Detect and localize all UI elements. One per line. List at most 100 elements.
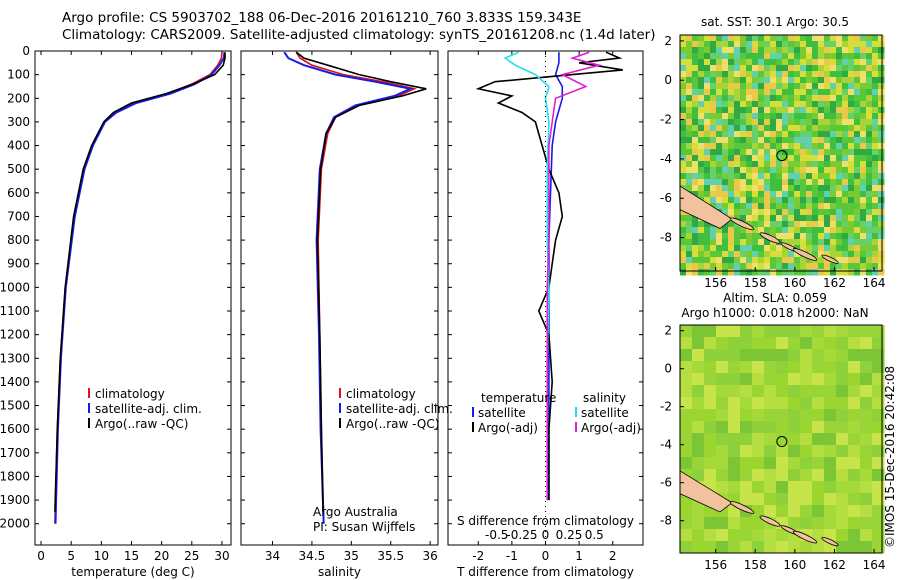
map-cell <box>878 95 885 102</box>
map-cell <box>848 155 855 162</box>
map-cell <box>698 41 705 48</box>
map-cell <box>770 53 777 60</box>
map-cell <box>752 209 759 216</box>
map-cell <box>830 209 837 216</box>
map-cell <box>872 167 879 174</box>
map-cell <box>680 143 687 150</box>
map-cell <box>740 349 753 362</box>
map-cell <box>794 35 801 42</box>
map-cell <box>710 65 717 72</box>
map-cell <box>800 113 807 120</box>
map-cell <box>728 337 741 350</box>
map-cell <box>782 47 789 54</box>
map-cell <box>794 197 801 204</box>
map-cell <box>680 83 687 90</box>
map-cell <box>740 251 747 258</box>
map-cell <box>704 167 711 174</box>
map-cell <box>872 529 885 542</box>
map-cell <box>770 113 777 120</box>
map-cell <box>740 409 753 422</box>
map-cell <box>722 155 729 162</box>
map-cell <box>710 263 717 270</box>
map-cell <box>716 143 723 150</box>
map-cell <box>764 173 771 180</box>
map-cell <box>770 179 777 186</box>
map-cell <box>758 119 765 126</box>
map-cell <box>776 41 783 48</box>
map-cell <box>728 233 735 240</box>
map-cell <box>812 361 825 374</box>
map-cell <box>734 89 741 96</box>
map-cell <box>758 155 765 162</box>
map-cell <box>692 191 699 198</box>
map-cell <box>680 53 687 60</box>
map-cell <box>860 385 873 398</box>
map-x-tick-label: 158 <box>744 558 767 572</box>
map-cell <box>782 101 789 108</box>
map-cell <box>860 481 873 494</box>
map-cell <box>740 53 747 60</box>
map-cell <box>728 77 735 84</box>
map-cell <box>680 361 693 374</box>
map-cell <box>758 77 765 84</box>
map-cell <box>692 505 705 518</box>
map-cell <box>842 83 849 90</box>
map-cell <box>752 361 765 374</box>
map-cell <box>686 239 693 246</box>
map-cell <box>800 83 807 90</box>
map-cell <box>824 469 837 482</box>
map-cell <box>728 541 741 554</box>
map-cell <box>776 481 789 494</box>
map-cell <box>746 167 753 174</box>
map-cell <box>818 83 825 90</box>
map-cell <box>728 517 741 530</box>
map-cell <box>764 221 771 228</box>
map-cell <box>800 445 813 458</box>
map-cell <box>722 161 729 168</box>
map-cell <box>854 77 861 84</box>
x-tick-label: 1 <box>575 549 583 563</box>
map-cell <box>680 125 687 132</box>
map-cell <box>704 155 711 162</box>
map-cell <box>788 233 795 240</box>
map-cell <box>878 185 885 192</box>
map-cell <box>704 143 711 150</box>
series-line <box>54 52 223 524</box>
map-cell <box>878 47 885 54</box>
map-cell <box>722 35 729 42</box>
map-cell <box>836 409 849 422</box>
map-cell <box>800 325 813 338</box>
map-cell <box>788 409 801 422</box>
map-cell <box>764 113 771 120</box>
map-cell <box>782 173 789 180</box>
map-cell <box>872 41 879 48</box>
map-cell <box>794 263 801 270</box>
map-cell <box>872 137 879 144</box>
map-cell <box>710 53 717 60</box>
map-cell <box>752 337 765 350</box>
map-cell <box>716 349 729 362</box>
map-cell <box>776 53 783 60</box>
map-cell <box>848 505 861 518</box>
map-cell <box>680 65 687 72</box>
map-cell <box>878 233 885 240</box>
map-cell <box>866 71 873 78</box>
map-cell <box>788 35 795 42</box>
map-cell <box>770 59 777 66</box>
map-cell <box>776 197 783 204</box>
map-cell <box>716 397 729 410</box>
map-cell <box>872 209 879 216</box>
map-cell <box>734 203 741 210</box>
map-cell <box>740 385 753 398</box>
map-cell <box>692 517 705 530</box>
map-cell <box>788 445 801 458</box>
map-cell <box>728 89 735 96</box>
map-cell <box>722 179 729 186</box>
map-cell <box>764 119 771 126</box>
x-tick-label: 2 <box>609 549 617 563</box>
secondary-tick-label: 0.5 <box>585 528 604 542</box>
map-cell <box>878 197 885 204</box>
map-cell <box>812 125 819 132</box>
map-cell <box>728 53 735 60</box>
map-cell <box>692 35 699 42</box>
